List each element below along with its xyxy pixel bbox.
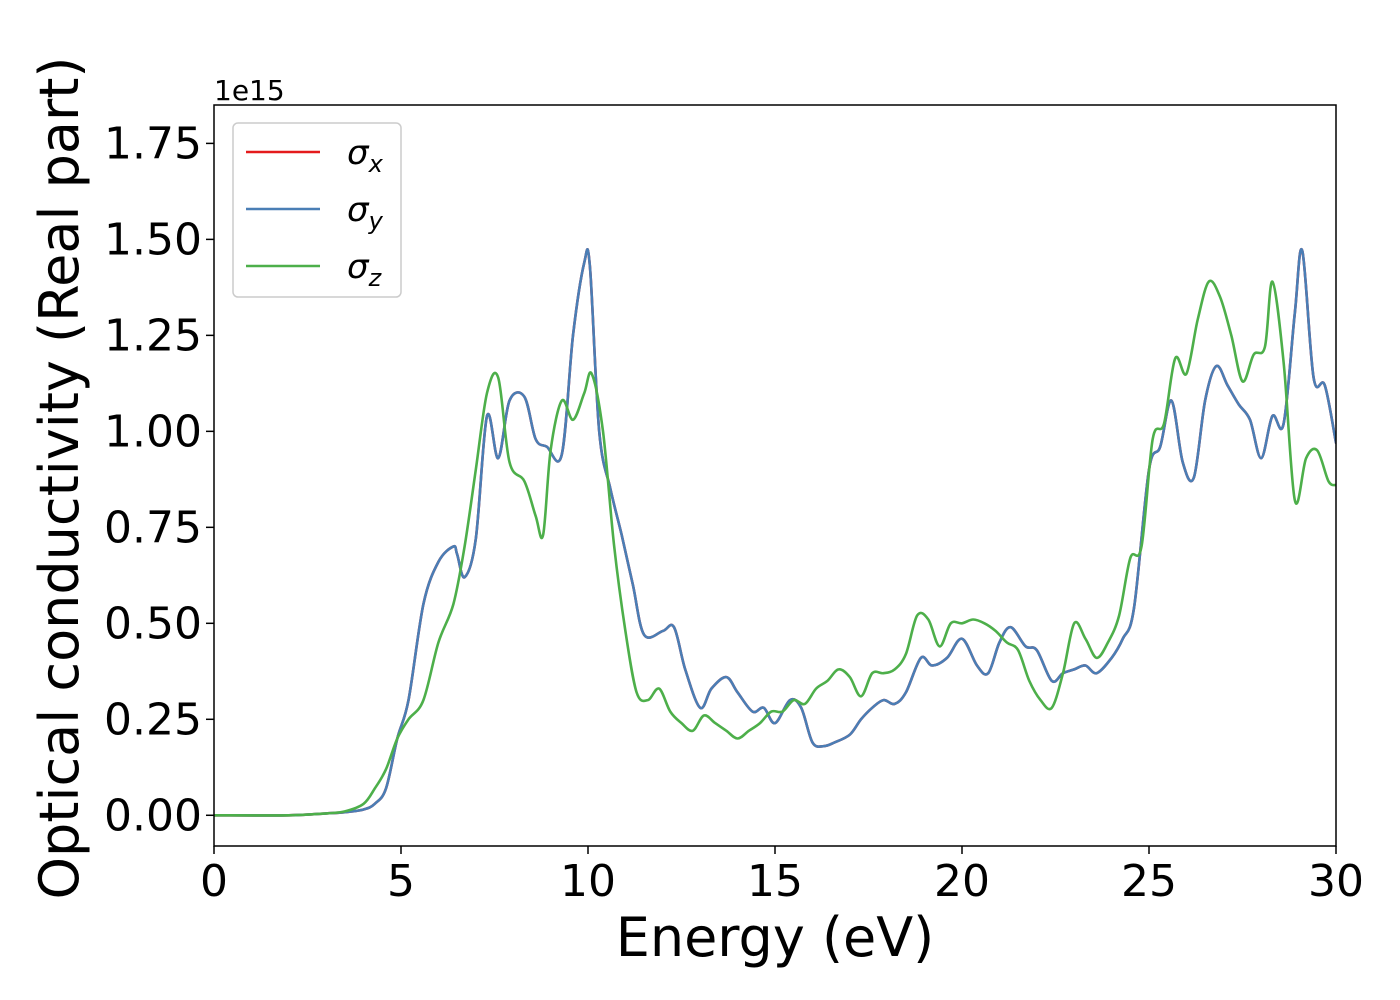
series-line-y <box>214 247 1336 817</box>
x-tick-label: 25 <box>1121 856 1177 907</box>
series-line-x <box>214 247 1336 817</box>
x-tick-label: 20 <box>934 856 990 907</box>
y-tick-label: 1.75 <box>104 118 202 169</box>
y-tick-label: 1.50 <box>104 214 202 265</box>
legend: σx σy σz <box>232 122 402 298</box>
x-axis: 0 5 10 15 20 25 30 <box>200 846 1364 907</box>
series-layer <box>214 247 1336 817</box>
x-tick-label: 30 <box>1308 856 1364 907</box>
y-axis: 0.00 0.25 0.50 0.75 1.00 1.25 1.50 1.75 <box>104 118 214 841</box>
y-tick-label: 0.50 <box>104 598 202 649</box>
x-tick-label: 5 <box>387 856 415 907</box>
y-tick-label: 0.00 <box>104 790 202 841</box>
legend-label-x: σx <box>347 133 384 178</box>
y-tick-label: 1.25 <box>104 310 202 361</box>
y-offset-label: 1e15 <box>214 74 285 107</box>
series-line-z <box>214 279 1336 817</box>
x-axis-title: Energy (eV) <box>616 906 935 969</box>
legend-label-y: σy <box>347 190 384 235</box>
x-tick-label: 10 <box>560 856 616 907</box>
x-tick-label: 15 <box>747 856 803 907</box>
y-axis-title: Optical conductivity (Real part) <box>28 57 91 900</box>
y-tick-label: 0.25 <box>104 694 202 745</box>
y-tick-label: 0.75 <box>104 502 202 553</box>
legend-label-z: σz <box>347 247 383 292</box>
y-tick-label: 1.00 <box>104 406 202 457</box>
x-tick-label: 0 <box>200 856 228 907</box>
